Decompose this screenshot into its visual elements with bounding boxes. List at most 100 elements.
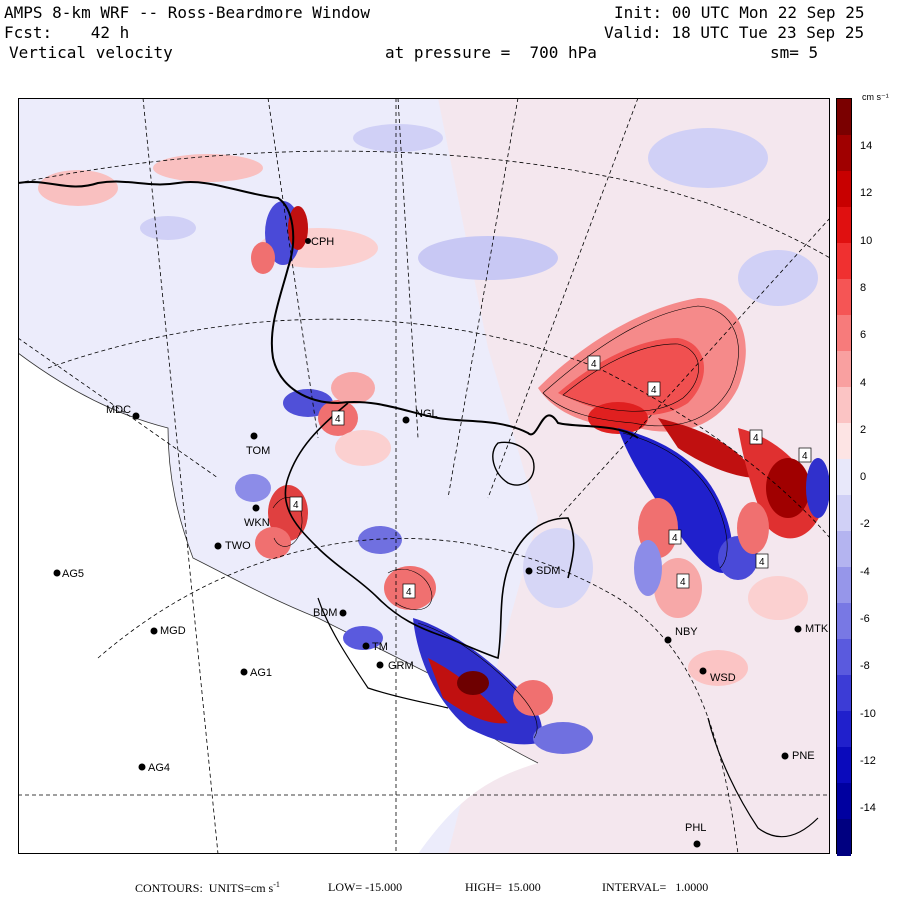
anomaly-plume-pos xyxy=(558,338,705,416)
no-data-region xyxy=(18,353,538,854)
svg-text:MTK: MTK xyxy=(805,623,829,635)
colorbar-segment xyxy=(837,387,851,424)
station-ag4[interactable]: AG4 xyxy=(138,762,171,774)
graticule-lon-line xyxy=(487,98,639,499)
station-pne[interactable]: PNE xyxy=(781,750,815,762)
contour-line xyxy=(622,432,728,569)
anomaly-pos xyxy=(251,242,275,274)
contour-line xyxy=(542,305,739,427)
station-two[interactable]: TWO xyxy=(214,540,252,552)
svg-text:4: 4 xyxy=(293,500,299,511)
colorbar-tick-label: 6 xyxy=(860,329,867,342)
contour-line xyxy=(562,343,699,412)
colorbar-segment xyxy=(837,351,851,388)
colorbar-segment xyxy=(837,711,851,748)
colorbar-segment xyxy=(837,423,851,460)
anomaly-strong-pos xyxy=(457,671,489,695)
station-wsd[interactable]: WSD xyxy=(699,667,736,685)
footer-high: HIGH= 15.000 xyxy=(465,880,541,894)
graticule-lat-line xyxy=(97,538,739,854)
graticule-lon-line xyxy=(397,98,419,439)
station-wkn[interactable]: WKN xyxy=(244,504,270,530)
station-tom[interactable]: TOM xyxy=(246,432,270,458)
colorbar-segment xyxy=(837,603,851,640)
map-title: AMPS 8-km WRF -- Ross-Beardmore Window xyxy=(4,3,371,22)
svg-text:4: 4 xyxy=(759,557,765,568)
anomaly-pos xyxy=(38,170,118,206)
svg-text:NBY: NBY xyxy=(675,626,698,638)
graticule-lat-line xyxy=(18,150,830,259)
colorbar-segment xyxy=(837,135,851,172)
svg-text:4: 4 xyxy=(591,359,597,370)
svg-text:AG1: AG1 xyxy=(250,667,272,679)
svg-text:4: 4 xyxy=(753,433,759,444)
contour-label: 4 xyxy=(755,553,769,569)
colorbar-segment xyxy=(837,639,851,676)
coastline xyxy=(284,402,575,660)
station-sdm[interactable]: SDM xyxy=(525,565,561,577)
colorbar-segment xyxy=(837,531,851,568)
station-grm[interactable]: GRM xyxy=(376,660,414,672)
svg-text:BDM: BDM xyxy=(313,607,337,619)
station-phl[interactable]: PHL xyxy=(685,822,706,848)
colorbar-tick-label: 4 xyxy=(860,376,867,389)
contour-line xyxy=(417,622,538,739)
svg-text:4: 4 xyxy=(651,385,657,396)
svg-text:TM: TM xyxy=(372,641,388,653)
station-cph[interactable]: CPH xyxy=(305,236,334,248)
contour-label: 4 xyxy=(587,355,601,371)
station-bdm[interactable]: BDM xyxy=(313,607,347,619)
footer-interval: INTERVAL= 1.0000 xyxy=(602,880,709,894)
colorbar-segment xyxy=(837,171,851,208)
anomaly-pos xyxy=(331,372,375,404)
svg-text:PHL: PHL xyxy=(685,822,706,834)
anomaly-pos xyxy=(255,527,291,559)
svg-text:NGL: NGL xyxy=(415,408,438,420)
station-ag5[interactable]: AG5 xyxy=(53,568,85,580)
coastline xyxy=(18,180,639,439)
valid-time: Valid: 18 UTC Tue 23 Sep 25 xyxy=(604,23,865,42)
station-tm[interactable]: TM xyxy=(362,641,388,653)
stations: CPH MDC NGL TOM WKN TWO AG5 SDM BDM MGD … xyxy=(53,236,829,848)
anomaly-neg xyxy=(353,124,443,152)
colorbar-segment xyxy=(837,567,851,604)
svg-text:4: 4 xyxy=(680,577,686,588)
svg-text:AG4: AG4 xyxy=(148,762,170,774)
colorbar-segment xyxy=(837,279,851,316)
station-mgd[interactable]: MGD xyxy=(150,625,186,637)
anomaly-neg xyxy=(533,722,593,754)
colorbar-tick-label: -10 xyxy=(860,707,876,720)
colorbar-tick-label: -14 xyxy=(860,802,876,815)
anomaly-neg xyxy=(235,474,271,502)
pressure-level: at pressure = 700 hPa xyxy=(385,43,597,62)
svg-text:WSD: WSD xyxy=(710,672,736,684)
anomaly-strong-neg xyxy=(618,428,733,573)
station-mtk[interactable]: MTK xyxy=(794,623,829,635)
colorbar-segment xyxy=(837,747,851,784)
anomaly-neg xyxy=(343,626,383,650)
station-nby[interactable]: NBY xyxy=(664,626,699,644)
coastline xyxy=(317,597,449,709)
anomaly-neg xyxy=(523,528,593,608)
vertical-velocity-map: 4 4 4 4 4 4 4 4 4 4 CPH MDC NGL TOM WKN … xyxy=(18,98,830,854)
colorbar-segment xyxy=(837,315,851,352)
init-time: Init: 00 UTC Mon 22 Sep 25 xyxy=(614,3,865,22)
graticule-lon-line xyxy=(557,217,830,519)
contour-label: 4 xyxy=(331,410,345,426)
colorbar-tick-label: -12 xyxy=(860,754,876,767)
station-ag1[interactable]: AG1 xyxy=(240,667,273,679)
anomaly-neg xyxy=(140,216,196,240)
contour-label: 4 xyxy=(647,381,661,397)
graticule-lon-line xyxy=(447,98,519,499)
contour-label: 4 xyxy=(676,573,690,589)
svg-text:4: 4 xyxy=(335,414,341,425)
coastline xyxy=(707,717,819,838)
coastline xyxy=(492,441,535,486)
svg-text:MDC: MDC xyxy=(106,404,131,416)
colorbar-tick-label: 0 xyxy=(860,471,867,484)
colorbar-tick-label: 12 xyxy=(860,187,873,200)
station-ngl[interactable]: NGL xyxy=(402,408,438,424)
station-mdc[interactable]: MDC xyxy=(106,404,140,420)
footer-contours: CONTOURS: UNITS=cm s-1 xyxy=(135,880,280,895)
svg-text:MGD: MGD xyxy=(160,625,186,637)
